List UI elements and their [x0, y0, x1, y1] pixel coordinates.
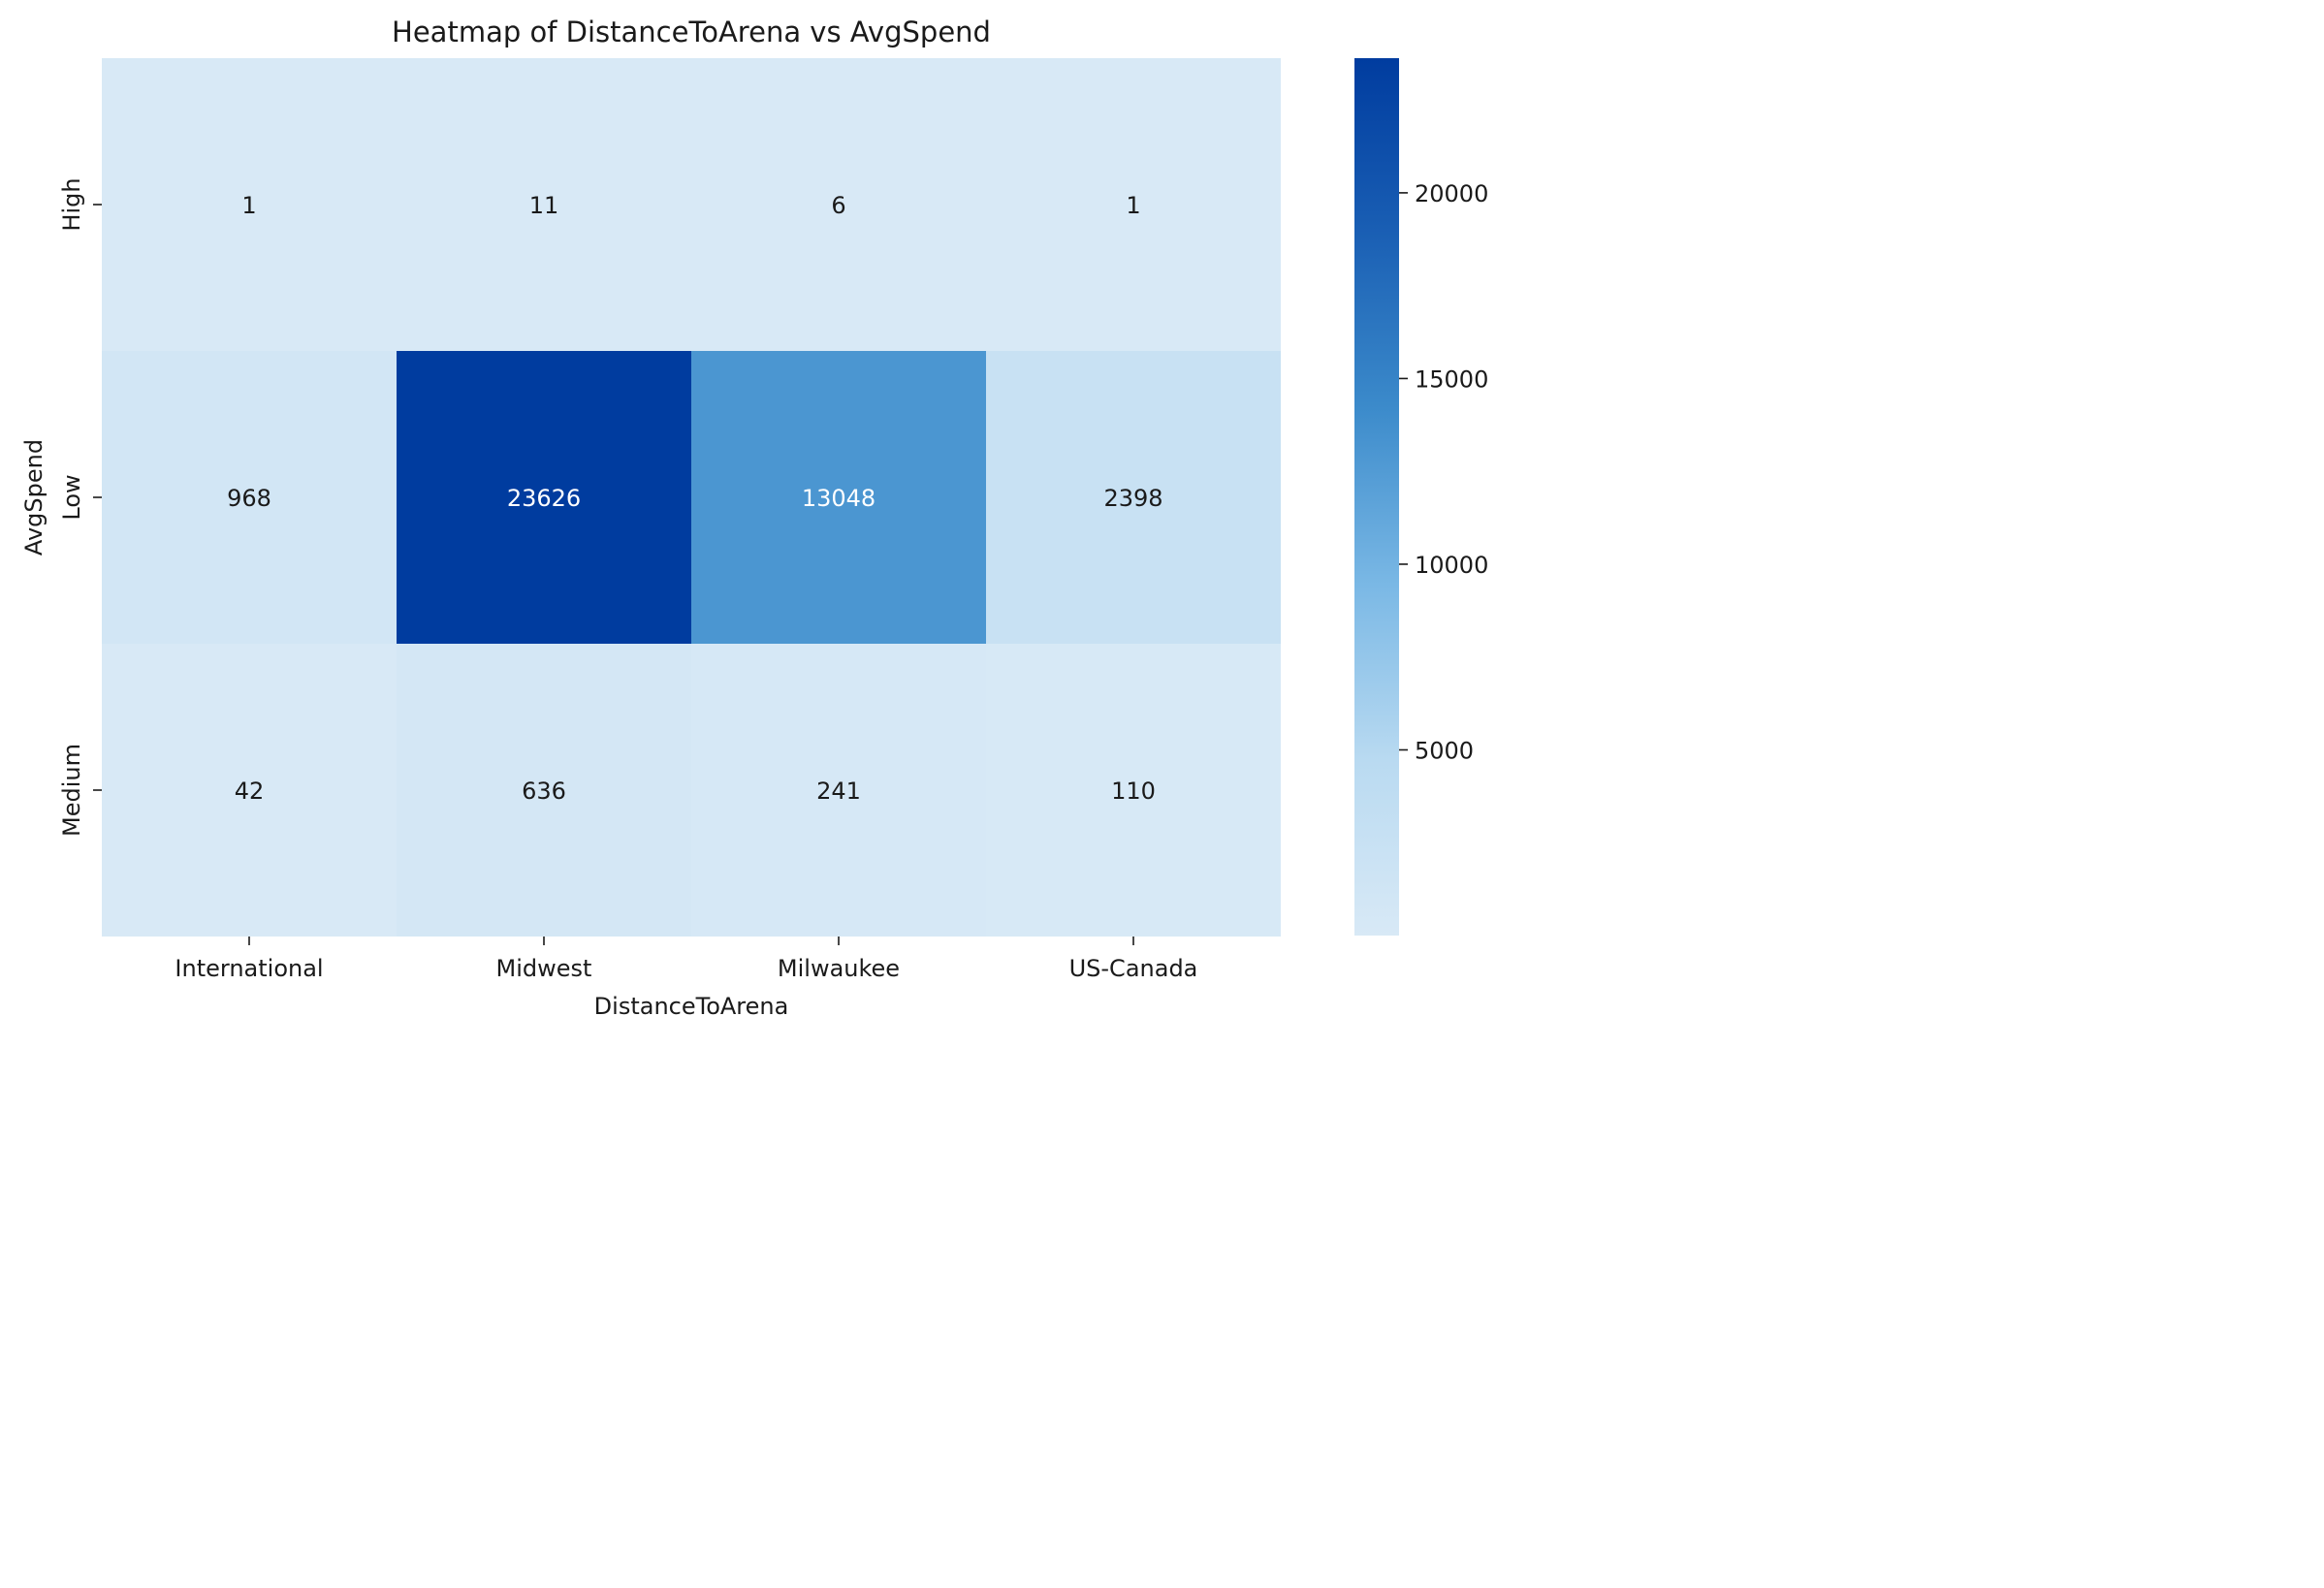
heatmap-cell: [986, 644, 1281, 937]
x-tick-label: International: [175, 955, 323, 982]
cell-value-label: 13048: [802, 485, 875, 512]
colorbar-tick-label: 15000: [1415, 365, 1488, 393]
x-tick-label: Midwest: [496, 955, 592, 982]
colorbar-tick-label: 10000: [1415, 552, 1488, 579]
x-tick-label: Milwaukee: [778, 955, 900, 982]
cell-value-label: 1: [241, 192, 256, 219]
heatmap-chart: Heatmap of DistanceToArena vs AvgSpend 1…: [20, 16, 1488, 1020]
cell-value-label: 1: [1126, 192, 1140, 219]
cell-value-label: 42: [235, 778, 265, 805]
x-tick-label: US-Canada: [1069, 955, 1198, 982]
colorbar-tick-label: 5000: [1415, 738, 1474, 765]
heatmap-cell: [397, 58, 691, 351]
colorbar-tick-label: 20000: [1415, 180, 1488, 207]
cell-value-label: 11: [529, 192, 559, 219]
cell-value-label: 23626: [507, 485, 581, 512]
heatmap-cell: [691, 644, 986, 937]
heatmap-cell: [397, 644, 691, 937]
heatmap-cell: [397, 351, 691, 644]
colorbar-ticks: 5000 10000 15000 20000: [1399, 180, 1488, 765]
y-tick-label: High: [58, 177, 85, 231]
heatmap-cell: [102, 58, 397, 351]
cell-value-label: 636: [522, 778, 566, 805]
chart-title: Heatmap of DistanceToArena vs AvgSpend: [392, 16, 991, 48]
heatmap-cells: [102, 58, 1281, 937]
cell-value-label: 6: [831, 192, 845, 219]
x-axis: International Midwest Milwaukee US-Canada: [175, 937, 1197, 982]
heatmap-cell: [986, 58, 1281, 351]
y-tick-label: Low: [58, 474, 85, 520]
heatmap-cell: [691, 351, 986, 644]
heatmap-cell: [691, 58, 986, 351]
heatmap-cell: [102, 351, 397, 644]
cell-value-label: 241: [816, 778, 861, 805]
heatmap-cell: [986, 351, 1281, 644]
x-axis-label: DistanceToArena: [594, 993, 789, 1020]
y-axis-label: AvgSpend: [20, 439, 48, 556]
heatmap-cell: [102, 644, 397, 937]
y-tick-label: Medium: [58, 744, 85, 837]
cell-value-label: 968: [227, 485, 271, 512]
cell-value-label: 110: [1111, 778, 1156, 805]
colorbar: [1354, 58, 1399, 936]
cell-value-label: 2398: [1103, 485, 1162, 512]
y-axis: High Low Medium: [58, 177, 102, 837]
